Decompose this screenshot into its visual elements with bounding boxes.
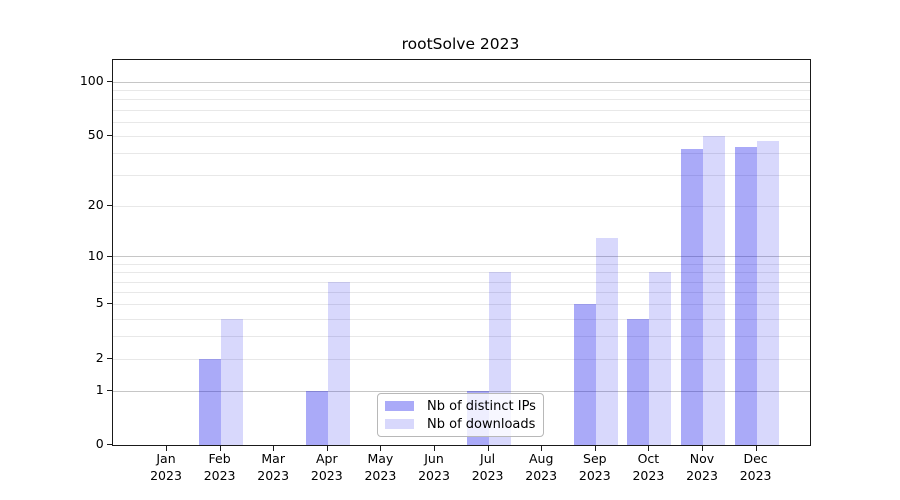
y-tick-label: 20	[87, 196, 104, 212]
bar-apr-downloads	[327, 281, 350, 446]
bar-oct-distinct-ips	[627, 318, 650, 446]
major-gridline	[112, 256, 810, 258]
bar-dec-downloads	[756, 140, 779, 446]
x-tick-label: Sep 2023	[578, 451, 611, 484]
minor-gridline	[112, 152, 810, 154]
x-tick-label: Jun 2023	[418, 451, 450, 484]
x-tick-mark	[702, 446, 703, 452]
x-tick-label: Apr 2023	[310, 451, 343, 484]
x-tick-mark	[326, 446, 328, 452]
y-tick-label: 0	[95, 436, 104, 452]
legend-item-distinct-ips: Nb of distinct IPs	[385, 398, 536, 414]
bar-oct-downloads	[649, 272, 672, 446]
x-tick-mark	[434, 446, 435, 452]
y-tick-mark	[106, 444, 112, 446]
minor-gridline	[112, 272, 810, 274]
minor-gridline	[112, 135, 810, 137]
y-tick-mark	[106, 389, 112, 391]
x-tick-label: Nov 2023	[686, 451, 718, 484]
bar-sep-downloads	[595, 237, 618, 446]
y-tick-mark	[106, 80, 112, 82]
x-tick-mark	[219, 446, 221, 452]
x-tick-mark	[380, 446, 382, 452]
minor-gridline	[112, 109, 810, 111]
x-tick-mark	[487, 446, 489, 452]
x-tick-label: Feb 2023	[203, 451, 236, 484]
bar-dec-distinct-ips	[734, 147, 757, 446]
minor-gridline	[112, 336, 810, 338]
y-tick-label: 50	[87, 126, 104, 142]
bar-nov-distinct-ips	[680, 149, 703, 446]
legend-item-downloads: Nb of downloads	[385, 417, 535, 432]
x-tick-mark	[594, 446, 596, 452]
minor-gridline	[112, 205, 810, 207]
x-tick-mark	[648, 446, 650, 452]
minor-gridline	[112, 121, 810, 123]
x-tick-label: Dec 2023	[739, 451, 772, 484]
y-tick-label: 10	[87, 247, 104, 263]
x-tick-label: Jan 2023	[150, 451, 182, 484]
y-tick-label: 1	[95, 381, 104, 397]
y-tick-mark	[106, 134, 112, 136]
legend-label-downloads: Nb of downloads	[427, 416, 536, 432]
minor-gridline	[112, 292, 810, 294]
y-tick-label: 5	[95, 295, 104, 311]
bar-feb-distinct-ips	[198, 358, 221, 446]
minor-gridline	[112, 263, 810, 265]
minor-gridline	[112, 358, 810, 360]
x-tick-mark	[273, 446, 275, 452]
bar-sep-distinct-ips	[573, 304, 596, 446]
minor-gridline	[112, 304, 810, 306]
x-tick-mark	[166, 446, 167, 452]
legend-swatch-distinct-ips	[385, 401, 414, 411]
y-tick-mark	[106, 357, 112, 359]
bar-feb-downloads	[220, 318, 243, 446]
x-tick-label: May 2023	[364, 451, 397, 484]
x-tick-label: Oct 2023	[632, 451, 665, 484]
y-tick-label: 2	[95, 349, 104, 365]
bar-nov-downloads	[702, 135, 725, 446]
x-tick-label: Aug 2023	[525, 451, 558, 484]
minor-gridline	[112, 90, 810, 92]
major-gridline	[112, 390, 810, 392]
x-tick-label: Jul 2023	[471, 451, 504, 484]
major-gridline	[112, 81, 810, 83]
y-tick-mark	[106, 204, 112, 206]
y-tick-label: 100	[79, 72, 104, 88]
x-tick-mark	[755, 446, 757, 452]
chart-title: rootSolve 2023	[401, 35, 520, 53]
legend: Nb of distinct IPs Nb of downloads	[377, 393, 544, 437]
minor-gridline	[112, 281, 810, 283]
minor-gridline	[112, 99, 810, 101]
minor-gridline	[112, 318, 810, 320]
plot-area	[111, 59, 811, 447]
y-tick-mark	[106, 303, 112, 305]
x-tick-mark	[541, 446, 543, 452]
legend-swatch-downloads	[385, 419, 414, 429]
bar-apr-distinct-ips	[305, 390, 328, 446]
x-tick-label: Mar 2023	[257, 451, 290, 484]
legend-label-distinct-ips: Nb of distinct IPs	[427, 398, 536, 414]
y-tick-mark	[106, 255, 112, 257]
minor-gridline	[112, 174, 810, 176]
